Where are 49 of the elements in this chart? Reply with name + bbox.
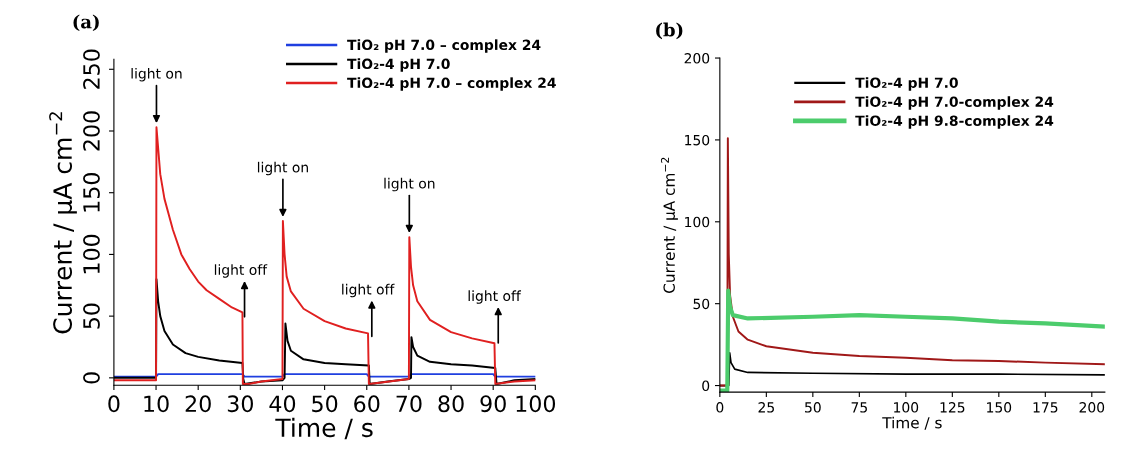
annotation: light on: [131, 68, 182, 82]
y-tick-label: 250: [83, 49, 100, 89]
x-tick-label: 90: [480, 395, 506, 413]
x-tick-label: 10: [144, 395, 169, 413]
y-tick-label: 50: [693, 298, 710, 310]
x-tick-label: 150: [987, 402, 1012, 413]
chart-title: (b): [656, 22, 683, 40]
x-tick-label: 0: [108, 395, 120, 413]
y-tick-label: 0: [83, 372, 100, 384]
annotation: light off: [214, 264, 268, 278]
y-tick-label: 100: [83, 234, 100, 274]
annotation: light off: [468, 290, 522, 304]
x-tick-label: 200: [1079, 402, 1105, 413]
y-tick-label: 150: [685, 134, 710, 146]
chart-title: (a): [73, 14, 99, 32]
x-axis-title: Time / s: [275, 417, 373, 440]
annotation: light off: [342, 283, 395, 298]
x-tick-label: 40: [269, 395, 296, 413]
y-tick-label: 100: [685, 216, 710, 228]
legend-label: TiO₂-4 pH 7.0-complex 24: [855, 96, 1054, 110]
x-axis-title: Time / s: [882, 416, 942, 430]
legend-label: TiO₂-4 pH 7.0: [347, 58, 450, 72]
y-tick-label: 0: [702, 380, 710, 392]
legend-label: TiO₂-4 pH 9.8-complex 24: [855, 115, 1054, 129]
x-tick-label: 175: [1033, 402, 1058, 413]
y-tick-label: 200: [684, 53, 710, 64]
x-tick-label: 75: [851, 402, 867, 413]
y-tick-label: 50: [83, 303, 100, 329]
x-tick-label: 50: [312, 395, 338, 413]
annotation: light on: [384, 177, 435, 192]
y-tick-label: 200: [83, 111, 100, 151]
legend-label: TiO₂-4 pH 7.0 – complex 24: [347, 77, 556, 91]
x-tick-label: 25: [758, 402, 774, 413]
y-axis-title: Current / μA cm$^{−2}$: [660, 157, 678, 293]
legend-label: TiO₂-4 pH 7.0: [855, 77, 958, 91]
x-tick-label: 125: [940, 402, 965, 413]
y-axis-title: Current / μA cm$^{−2}$: [49, 112, 77, 334]
x-tick-label: 30: [227, 395, 253, 413]
x-tick-label: 80: [438, 395, 464, 413]
legend-label: TiO₂ pH 7.0 – complex 24: [347, 39, 541, 53]
x-tick-label: 100: [516, 395, 556, 413]
annotation: light on: [257, 161, 308, 176]
x-tick-label: 50: [805, 402, 821, 413]
x-tick-label: 70: [396, 395, 422, 413]
x-tick-label: 60: [354, 395, 380, 413]
x-tick-label: 100: [894, 402, 919, 413]
x-tick-label: 20: [185, 395, 211, 413]
y-tick-label: 150: [83, 172, 100, 212]
x-tick-label: 0: [716, 402, 724, 413]
